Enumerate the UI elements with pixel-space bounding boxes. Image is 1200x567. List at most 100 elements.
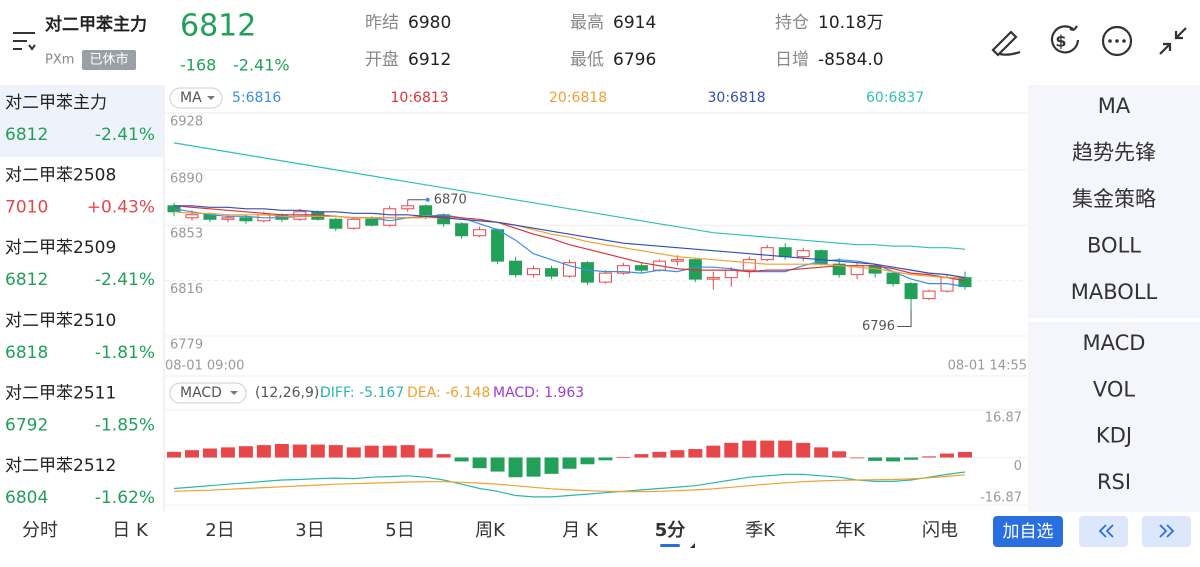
indicator-option[interactable]: VOL bbox=[1093, 377, 1136, 401]
contract-name[interactable]: 对二甲苯2510 bbox=[5, 311, 116, 331]
macd-bar bbox=[436, 454, 451, 458]
macd-legend: DIFF: -5.167 bbox=[320, 385, 404, 401]
low-annotation: 6796 bbox=[862, 319, 895, 334]
macd-bar bbox=[526, 457, 541, 477]
menu-icon[interactable] bbox=[13, 32, 36, 51]
indicator-option[interactable]: KDJ bbox=[1096, 424, 1132, 448]
stat-label: 开盘 bbox=[365, 50, 399, 70]
candle-body bbox=[473, 229, 487, 237]
candle-body bbox=[509, 260, 523, 276]
prev-icon bbox=[1098, 524, 1114, 538]
macd-bar bbox=[220, 447, 235, 458]
candle-body bbox=[221, 217, 235, 220]
y-tick-label: 6890 bbox=[170, 171, 203, 186]
macd-bar bbox=[688, 449, 703, 458]
indicator-name: MA bbox=[180, 90, 202, 106]
contract-price: 6818 bbox=[5, 343, 48, 363]
candle-body bbox=[293, 211, 307, 220]
dropdown-arrow bbox=[230, 391, 238, 395]
contract-name[interactable]: 对二甲苯主力 bbox=[5, 93, 107, 113]
stat-label: 日增 bbox=[775, 50, 809, 70]
prev-button[interactable] bbox=[1079, 516, 1128, 547]
period-tab[interactable]: 季K bbox=[745, 520, 776, 541]
indicator-option[interactable]: MACD bbox=[1083, 331, 1146, 355]
macd-value: MACD: 1.963 bbox=[493, 385, 584, 401]
selected-row bbox=[0, 85, 163, 157]
contract-name[interactable]: 对二甲苯2508 bbox=[5, 166, 116, 186]
more-icon[interactable] bbox=[1101, 25, 1133, 57]
macd-legend: DEA: -6.148 bbox=[407, 385, 490, 401]
y-tick-label: 6816 bbox=[170, 282, 203, 297]
candle-body bbox=[886, 272, 900, 285]
macd-bar bbox=[886, 457, 901, 462]
price-change-pct: -2.41% bbox=[233, 56, 290, 75]
indicator-option[interactable]: RSI bbox=[1097, 470, 1131, 494]
macd-bar bbox=[364, 445, 379, 458]
macd-bar bbox=[598, 457, 613, 461]
macd-bar bbox=[167, 451, 181, 458]
period-tab[interactable]: 2日 bbox=[205, 520, 234, 541]
indicator-option[interactable]: BOLL bbox=[1087, 234, 1141, 258]
macd-bar bbox=[418, 448, 433, 458]
macd-bar bbox=[310, 444, 325, 458]
macd-bar bbox=[616, 456, 631, 458]
indicator-option[interactable]: MA bbox=[1098, 94, 1131, 118]
status-badge bbox=[82, 50, 136, 70]
stat-label: 持仓 bbox=[775, 13, 809, 33]
indicator-option[interactable]: 趋势先锋 bbox=[1072, 141, 1156, 165]
y-tick-label: -16.87 bbox=[980, 491, 1022, 506]
candle-body bbox=[832, 263, 846, 276]
period-tab[interactable]: 分时 bbox=[22, 520, 58, 541]
contract-change: -1.85% bbox=[95, 415, 155, 435]
indicator-option[interactable]: MABOLL bbox=[1071, 280, 1158, 304]
macd-bar bbox=[562, 457, 577, 469]
period-tab[interactable]: 5日 bbox=[385, 520, 414, 541]
macd-bar bbox=[742, 440, 757, 458]
contract-name[interactable]: 对二甲苯2512 bbox=[5, 456, 116, 476]
candle-body bbox=[958, 277, 972, 288]
period-tab[interactable]: 3日 bbox=[295, 520, 324, 541]
add-watch-button[interactable] bbox=[993, 516, 1063, 547]
macd-bar bbox=[292, 444, 307, 458]
contract-name[interactable]: 对二甲苯2511 bbox=[5, 383, 116, 403]
period-tab[interactable]: 5分 bbox=[655, 520, 686, 541]
candle-body bbox=[329, 218, 343, 229]
period-tab[interactable]: 闪电 bbox=[922, 520, 958, 541]
candle-body bbox=[616, 265, 630, 274]
contract-name[interactable]: 对二甲苯2509 bbox=[5, 238, 116, 258]
x-tick-label: 08-01 09:00 bbox=[165, 359, 244, 374]
macd-selector[interactable] bbox=[169, 382, 247, 404]
period-tab[interactable]: 周K bbox=[475, 520, 506, 541]
price-change: -168 bbox=[180, 56, 216, 75]
annotation-leader bbox=[897, 310, 912, 328]
ma-legend: 5:6816 bbox=[232, 90, 281, 106]
add-watch-label: 加自选 bbox=[1003, 522, 1054, 542]
candle-body bbox=[491, 229, 505, 262]
contract-change: -1.81% bbox=[95, 343, 155, 363]
period-tab[interactable]: 日 K bbox=[112, 520, 149, 541]
candle-body bbox=[922, 290, 936, 300]
macd-bar bbox=[814, 447, 829, 458]
collapse-icon[interactable] bbox=[1159, 27, 1187, 55]
period-tab[interactable]: 年K bbox=[835, 520, 866, 541]
indicator-panel bbox=[1028, 85, 1200, 512]
candle-body bbox=[760, 247, 774, 261]
ma-selector[interactable] bbox=[169, 87, 223, 109]
y-tick-label: 0 bbox=[1014, 459, 1022, 474]
macd-bar bbox=[490, 457, 505, 472]
ma-line bbox=[173, 205, 966, 282]
draw-icon[interactable] bbox=[991, 30, 1021, 57]
ma-legend: 60:6837 bbox=[866, 90, 924, 106]
ma-legend: 10:6813 bbox=[391, 90, 449, 106]
tab-arrow bbox=[690, 543, 695, 548]
macd-bar bbox=[256, 445, 271, 458]
candle-body bbox=[706, 277, 720, 280]
macd-bar bbox=[328, 445, 343, 458]
candle-body bbox=[347, 218, 361, 229]
stat-value: 6980 bbox=[408, 13, 451, 33]
period-tab[interactable]: 月 K bbox=[562, 520, 599, 541]
currency-icon[interactable]: $ bbox=[1050, 25, 1080, 54]
y-tick-label: 6779 bbox=[170, 338, 203, 353]
indicator-option[interactable]: 集金策略 bbox=[1072, 187, 1156, 211]
